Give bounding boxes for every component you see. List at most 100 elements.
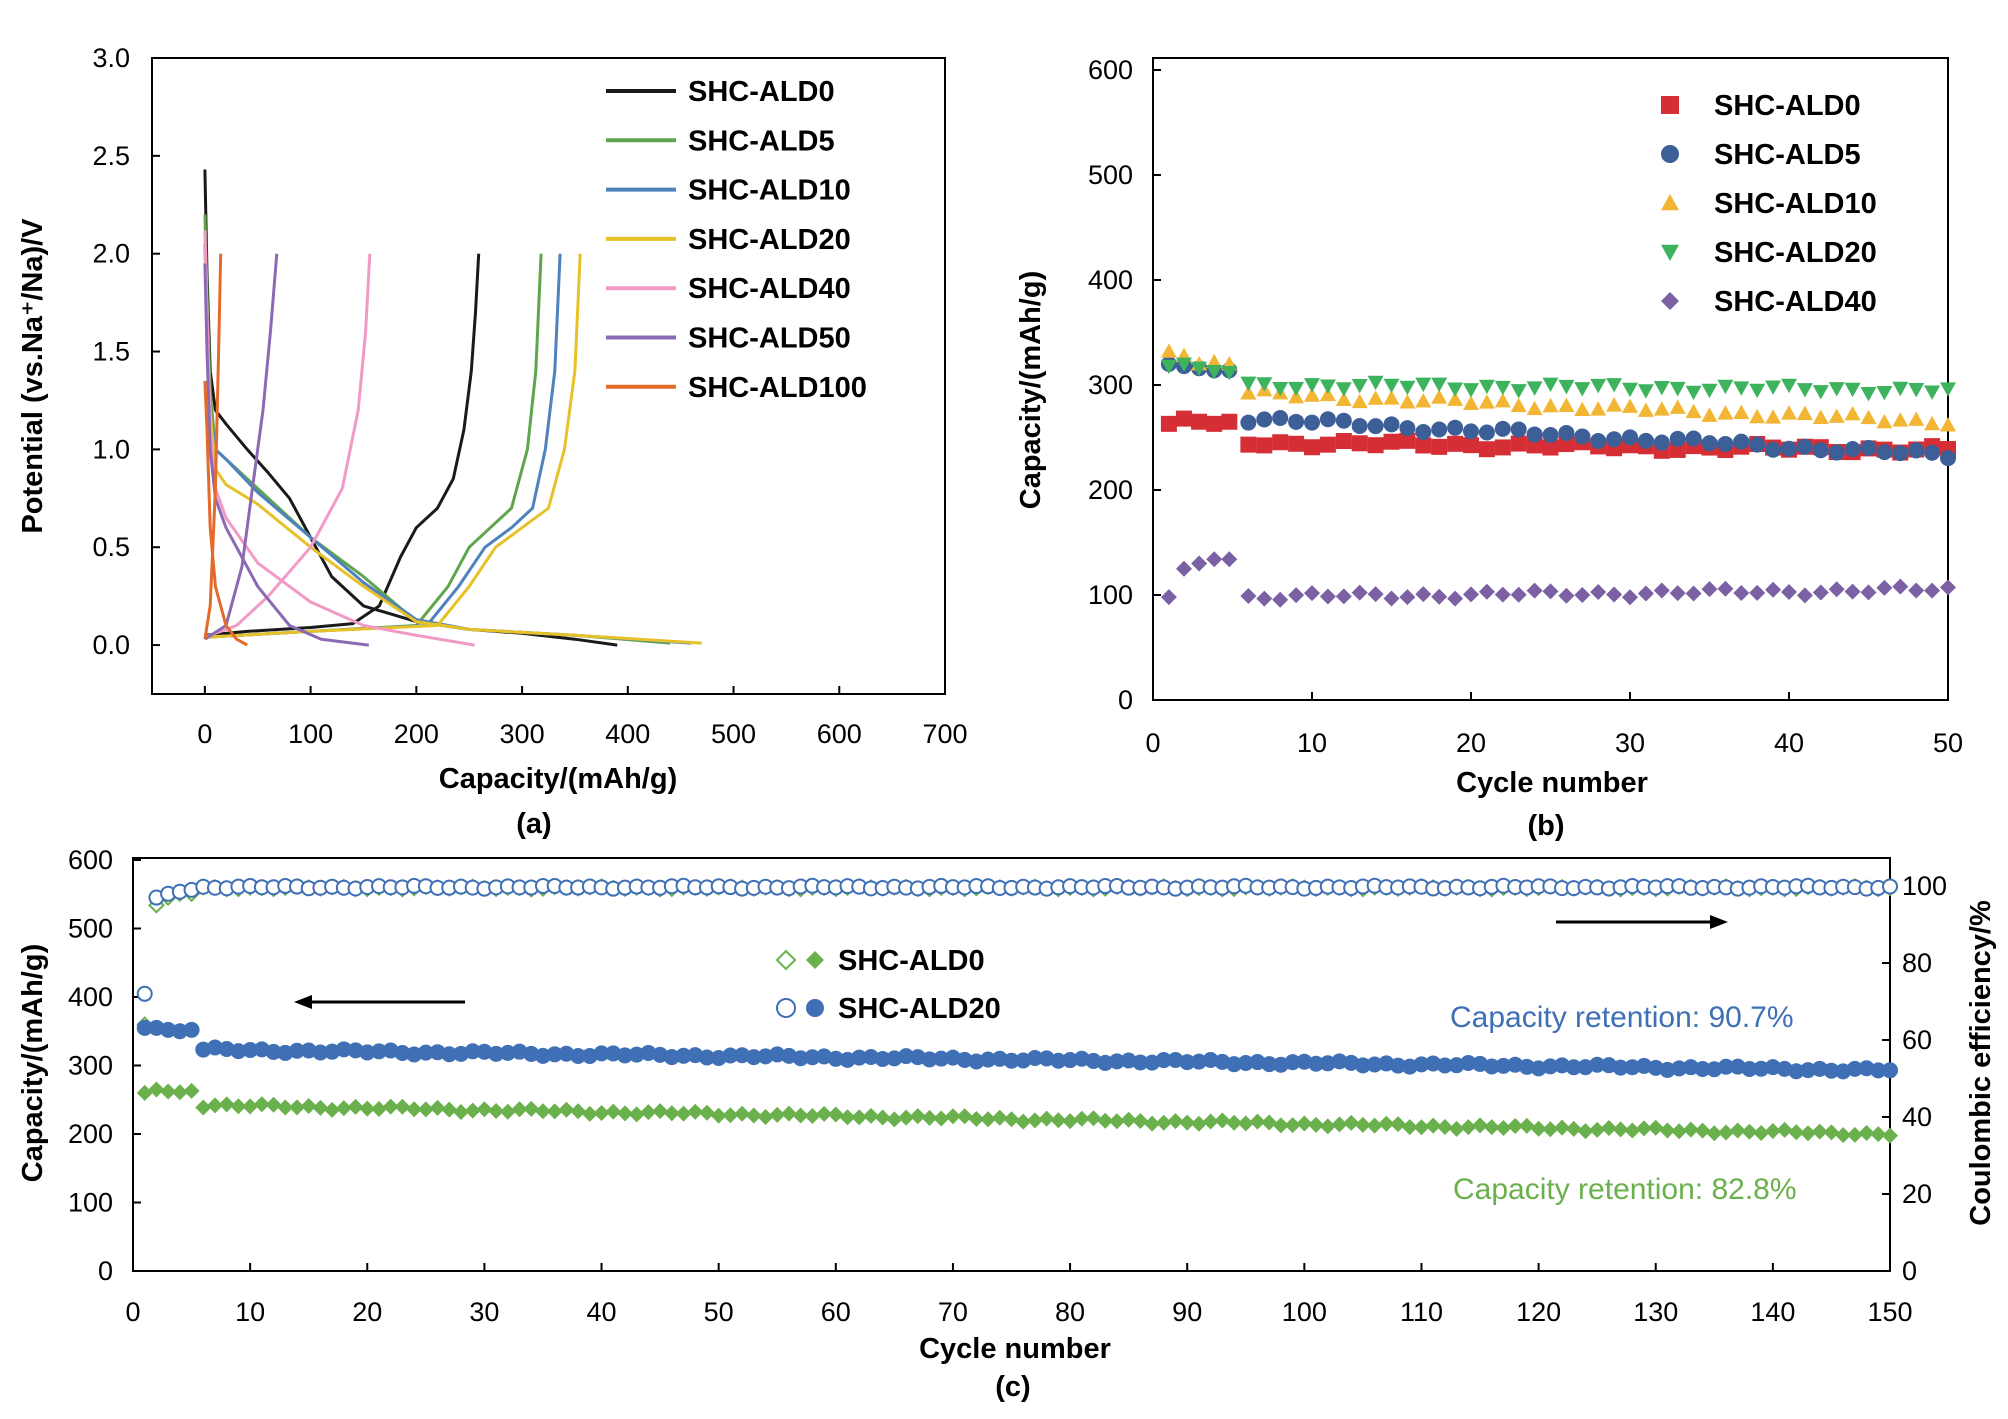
capacity-point-shc-ald0 (874, 1109, 891, 1126)
capacity-point-shc-ald0 (1284, 1117, 1301, 1134)
capacity-point-shc-ald0 (862, 1107, 879, 1124)
capacity-point-shc-ald20 (1226, 1056, 1243, 1073)
data-point-shc-ald10 (1781, 405, 1797, 420)
capacity-point-shc-ald0 (1694, 1122, 1711, 1139)
data-point-shc-ald0 (1256, 437, 1273, 454)
x-tick-label-b: 10 (1297, 728, 1327, 758)
data-point-shc-ald10 (1606, 397, 1623, 412)
capacity-point-shc-ald20 (1026, 1049, 1043, 1066)
capacity-point-shc-ald20 (1682, 1059, 1699, 1076)
capacity-point-shc-ald20 (921, 1051, 938, 1068)
data-point-shc-ald20 (1860, 386, 1877, 402)
data-point-shc-ald10 (1367, 390, 1384, 405)
data-point-shc-ald20 (1526, 381, 1543, 396)
y-axis-label-b: Capacity/(mAh/g) (1015, 271, 1047, 509)
capacity-point-shc-ald0 (710, 1107, 727, 1124)
data-point-shc-ald10 (1383, 390, 1400, 405)
capacity-point-shc-ald20 (745, 1049, 762, 1066)
capacity-point-shc-ald0 (745, 1107, 762, 1124)
data-point-shc-ald40 (1733, 585, 1750, 602)
capacity-point-shc-ald0 (160, 1083, 177, 1100)
capacity-point-shc-ald0 (1554, 1119, 1571, 1136)
data-point-shc-ald5 (1351, 417, 1368, 434)
capacity-point-shc-ald0 (1600, 1119, 1617, 1136)
data-point-shc-ald5 (1256, 411, 1273, 428)
y-tick-label-b: 100 (1088, 580, 1133, 610)
capacity-point-shc-ald0 (1882, 1127, 1898, 1144)
capacity-point-shc-ald20 (616, 1047, 633, 1064)
data-point-shc-ald40 (1494, 586, 1511, 603)
capacity-point-shc-ald0 (1062, 1113, 1079, 1130)
data-point-shc-ald40 (1781, 584, 1797, 601)
curve-discharge-shc-ald100 (203, 380, 248, 647)
capacity-point-shc-ald0 (1682, 1121, 1699, 1138)
capacity-point-shc-ald0 (1718, 1124, 1735, 1141)
arrow-left-head (294, 995, 312, 1009)
legend-label-a: SHC-ALD40 (688, 273, 851, 305)
data-point-shc-ald20 (1415, 377, 1432, 393)
curve-discharge-shc-ald0 (203, 169, 618, 647)
capacity-point-shc-ald0 (171, 1084, 188, 1101)
capacity-point-shc-ald20 (1823, 1062, 1840, 1079)
data-point-shc-ald40 (1221, 551, 1238, 568)
y-tick-label-b: 0 (1118, 685, 1133, 715)
data-point-shc-ald40 (1844, 583, 1861, 600)
capacity-point-shc-ald0 (370, 1101, 387, 1118)
capacity-point-shc-ald0 (991, 1109, 1008, 1126)
x-tick-label-a: 500 (711, 719, 756, 749)
y-tick-label-a: 2.0 (92, 239, 130, 269)
data-point-shc-ald10 (1622, 398, 1638, 413)
y-tick-label-a: 1.5 (92, 337, 130, 367)
data-point-shc-ald20 (1924, 385, 1941, 400)
data-point-shc-ald5 (1272, 409, 1289, 426)
data-point-shc-ald5 (1478, 424, 1495, 441)
capacity-point-shc-ald0 (136, 1084, 153, 1101)
data-point-shc-ald40 (1892, 578, 1909, 595)
data-point-shc-ald5 (1590, 433, 1607, 450)
capacity-point-shc-ald0 (839, 1109, 856, 1126)
capacity-point-shc-ald0 (359, 1100, 376, 1117)
data-point-shc-ald0 (1542, 439, 1559, 456)
capacity-point-shc-ald20 (1671, 1060, 1688, 1077)
y2-tick-label-c: 60 (1902, 1025, 1932, 1055)
capacity-point-shc-ald0 (1870, 1126, 1887, 1143)
capacity-point-shc-ald0 (1120, 1111, 1137, 1128)
capacity-point-shc-ald0 (242, 1098, 259, 1115)
capacity-point-shc-ald20 (546, 1046, 563, 1063)
data-point-shc-ald20 (1510, 384, 1527, 399)
data-point-shc-ald40 (1796, 587, 1813, 604)
legend-label-b: SHC-ALD10 (1714, 188, 1877, 220)
x-tick-label-a: 100 (288, 719, 333, 749)
capacity-point-shc-ald0 (417, 1101, 434, 1118)
legend-label-b: SHC-ALD40 (1714, 286, 1877, 318)
data-point-shc-ald40 (1304, 585, 1320, 602)
data-point-shc-ald0 (1221, 413, 1238, 430)
capacity-point-shc-ald0 (1085, 1110, 1102, 1127)
data-point-shc-ald0 (1240, 436, 1257, 453)
capacity-point-shc-ald0 (1249, 1113, 1266, 1130)
capacity-point-shc-ald0 (1296, 1115, 1313, 1132)
capacity-point-shc-ald20 (1390, 1057, 1407, 1074)
capacity-point-shc-ald20 (628, 1046, 645, 1063)
y-tick-label-a: 2.5 (92, 141, 130, 171)
y-axis-label-c: Capacity/(mAh/g) (17, 944, 49, 1182)
data-point-shc-ald20 (1319, 379, 1336, 394)
data-point-shc-ald5 (1431, 421, 1448, 438)
x-tick-label-b: 40 (1774, 728, 1804, 758)
data-point-shc-ald5 (1399, 420, 1416, 437)
data-point-shc-ald10 (1733, 404, 1750, 420)
data-point-shc-ald0 (1510, 435, 1527, 452)
capacity-point-shc-ald0 (933, 1110, 950, 1127)
data-point-shc-ald40 (1319, 588, 1336, 605)
capacity-point-shc-ald0 (1472, 1117, 1489, 1134)
capacity-point-shc-ald0 (1542, 1121, 1559, 1138)
capacity-point-shc-ald0 (1507, 1117, 1524, 1134)
data-point-shc-ald20 (1876, 385, 1893, 401)
x-tick-label-b: 0 (1145, 728, 1160, 758)
legend-marker-filled-c (806, 951, 824, 969)
data-point-shc-ald10 (1669, 399, 1686, 414)
capacity-point-shc-ald0 (886, 1111, 903, 1128)
capacity-point-shc-ald20 (1518, 1058, 1535, 1075)
data-point-shc-ald0 (1399, 432, 1416, 449)
legend-marker-open-c (776, 998, 796, 1018)
